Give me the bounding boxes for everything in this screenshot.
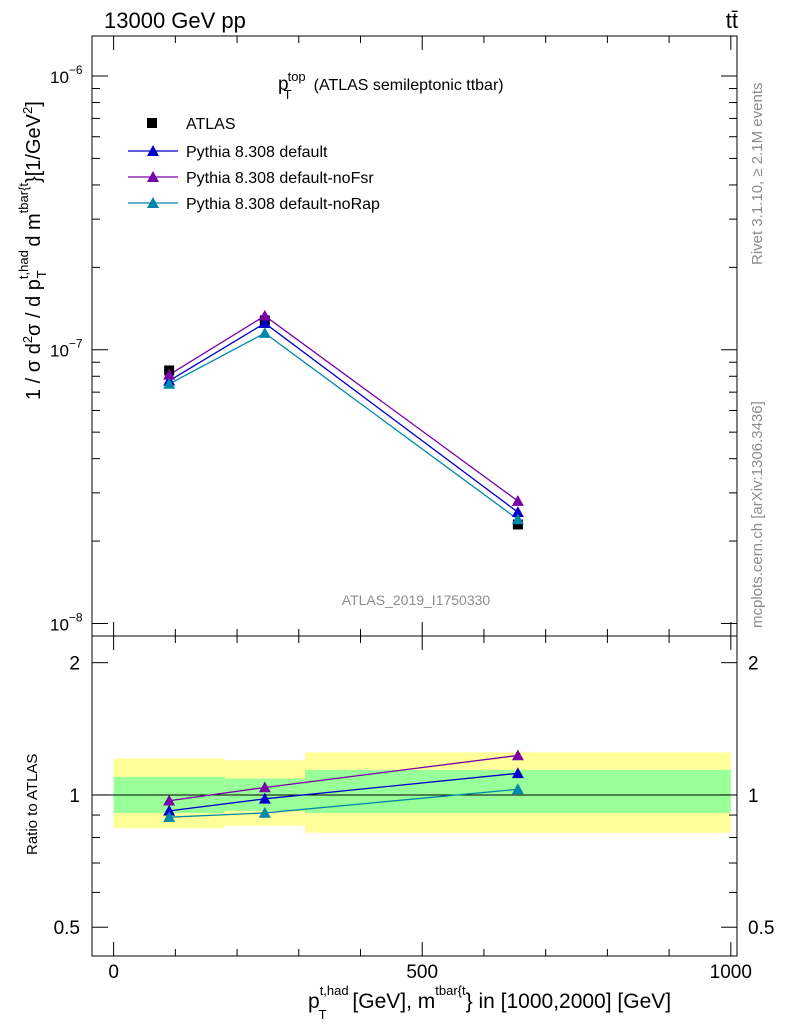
ratio-point-pythia-8-308-default-nofsr (258, 781, 271, 793)
data-point-pythia-8-308-default (258, 317, 271, 329)
series-line-pythia-8-308-default (168, 322, 519, 513)
process-label: 13000 GeV pp (104, 8, 246, 33)
ratio-ytick-label-right: 0.5 (748, 918, 774, 939)
ratio-point-pythia-8-308-default-norap (258, 806, 271, 818)
data-point-atlas (512, 519, 523, 530)
ratio-ylabel: Ratio to ATLAS (24, 754, 41, 855)
ratio-point-pythia-8-308-default-nofsr (511, 749, 524, 761)
xlabel: pt,had T [GeV], mtbar{t} in [1000,2000] [… (308, 983, 671, 1022)
data-point-pythia-8-308-default (511, 506, 524, 517)
legend-marker-norap (147, 197, 159, 208)
ratio-ytick-label: 1 (69, 786, 80, 807)
legend-label-norap: Pythia 8.308 default-noRap (186, 196, 380, 213)
ratio-ytick-label: 2 (69, 654, 80, 675)
data-point-pythia-8-308-default-norap (163, 377, 176, 389)
rivet-label: Rivet 3.1.10, ≥ 2.1M events (749, 83, 766, 266)
data-point-pythia-8-308-default-norap (511, 513, 524, 525)
main-ytick-label: 10−8 (50, 610, 83, 634)
ratio-ytick-label-right: 1 (748, 786, 759, 807)
legend-marker-nofsr (147, 171, 159, 182)
xtick-label: 500 (406, 962, 438, 983)
plot-title: ptop T(ATLAS semileptonic ttbar) (278, 69, 504, 102)
main-ytick-label: 10−6 (50, 63, 83, 87)
mcplots-label: mcplots.cern.ch [arXiv:1306.3436] (749, 401, 766, 628)
legend: ATLAS Pythia 8.308 default Pythia 8.308 … (128, 116, 380, 213)
ratio-ytick-label-right: 2 (748, 654, 759, 675)
xtick-label: 0 (108, 962, 119, 983)
ratio-point-pythia-8-308-default (163, 804, 176, 816)
data-point-pythia-8-308-default-norap (258, 327, 271, 338)
legend-marker-default (147, 145, 159, 156)
legend-label-atlas: ATLAS (186, 116, 236, 133)
ratio-point-pythia-8-308-default-norap (163, 811, 176, 822)
ratio-point-pythia-8-308-default (258, 792, 271, 804)
data-point-pythia-8-308-default-nofsr (163, 368, 176, 380)
series-line-pythia-8-308-default-norap (168, 332, 519, 520)
ratio-frame (91, 635, 738, 957)
ratio-ytick-label: 0.5 (54, 918, 80, 939)
ratio-panel: 0.5 0.5 1 1 2 2 0 500 1000 Ratio to ATLAS pt,had… (24, 635, 774, 1022)
ratio-point-pythia-8-308-default (511, 767, 524, 779)
xtick-label: 1000 (710, 962, 752, 983)
ratio-point-pythia-8-308-default-norap (511, 783, 524, 795)
data-point-pythia-8-308-default-nofsr (258, 309, 271, 321)
legend-label-nofsr: Pythia 8.308 default-noFsr (186, 170, 374, 187)
main-ylabel: 1 / σ d2σ / d pt,had T d mtbar{t}[1/GeV2] (16, 101, 49, 400)
watermark: ATLAS_2019_I1750330 (342, 592, 491, 608)
legend-marker-atlas (147, 118, 157, 128)
main-panel: 10−8 10−7 10−6 ptop T(ATLAS semileptonic tt… (16, 35, 738, 637)
main-ytick-label: 10−7 (50, 337, 83, 361)
legend-label-default: Pythia 8.308 default (186, 144, 328, 161)
final-state-label: tt̄ (726, 8, 738, 33)
data-point-pythia-8-308-default-nofsr (511, 495, 524, 506)
ratio-point-pythia-8-308-default-nofsr (163, 794, 176, 806)
